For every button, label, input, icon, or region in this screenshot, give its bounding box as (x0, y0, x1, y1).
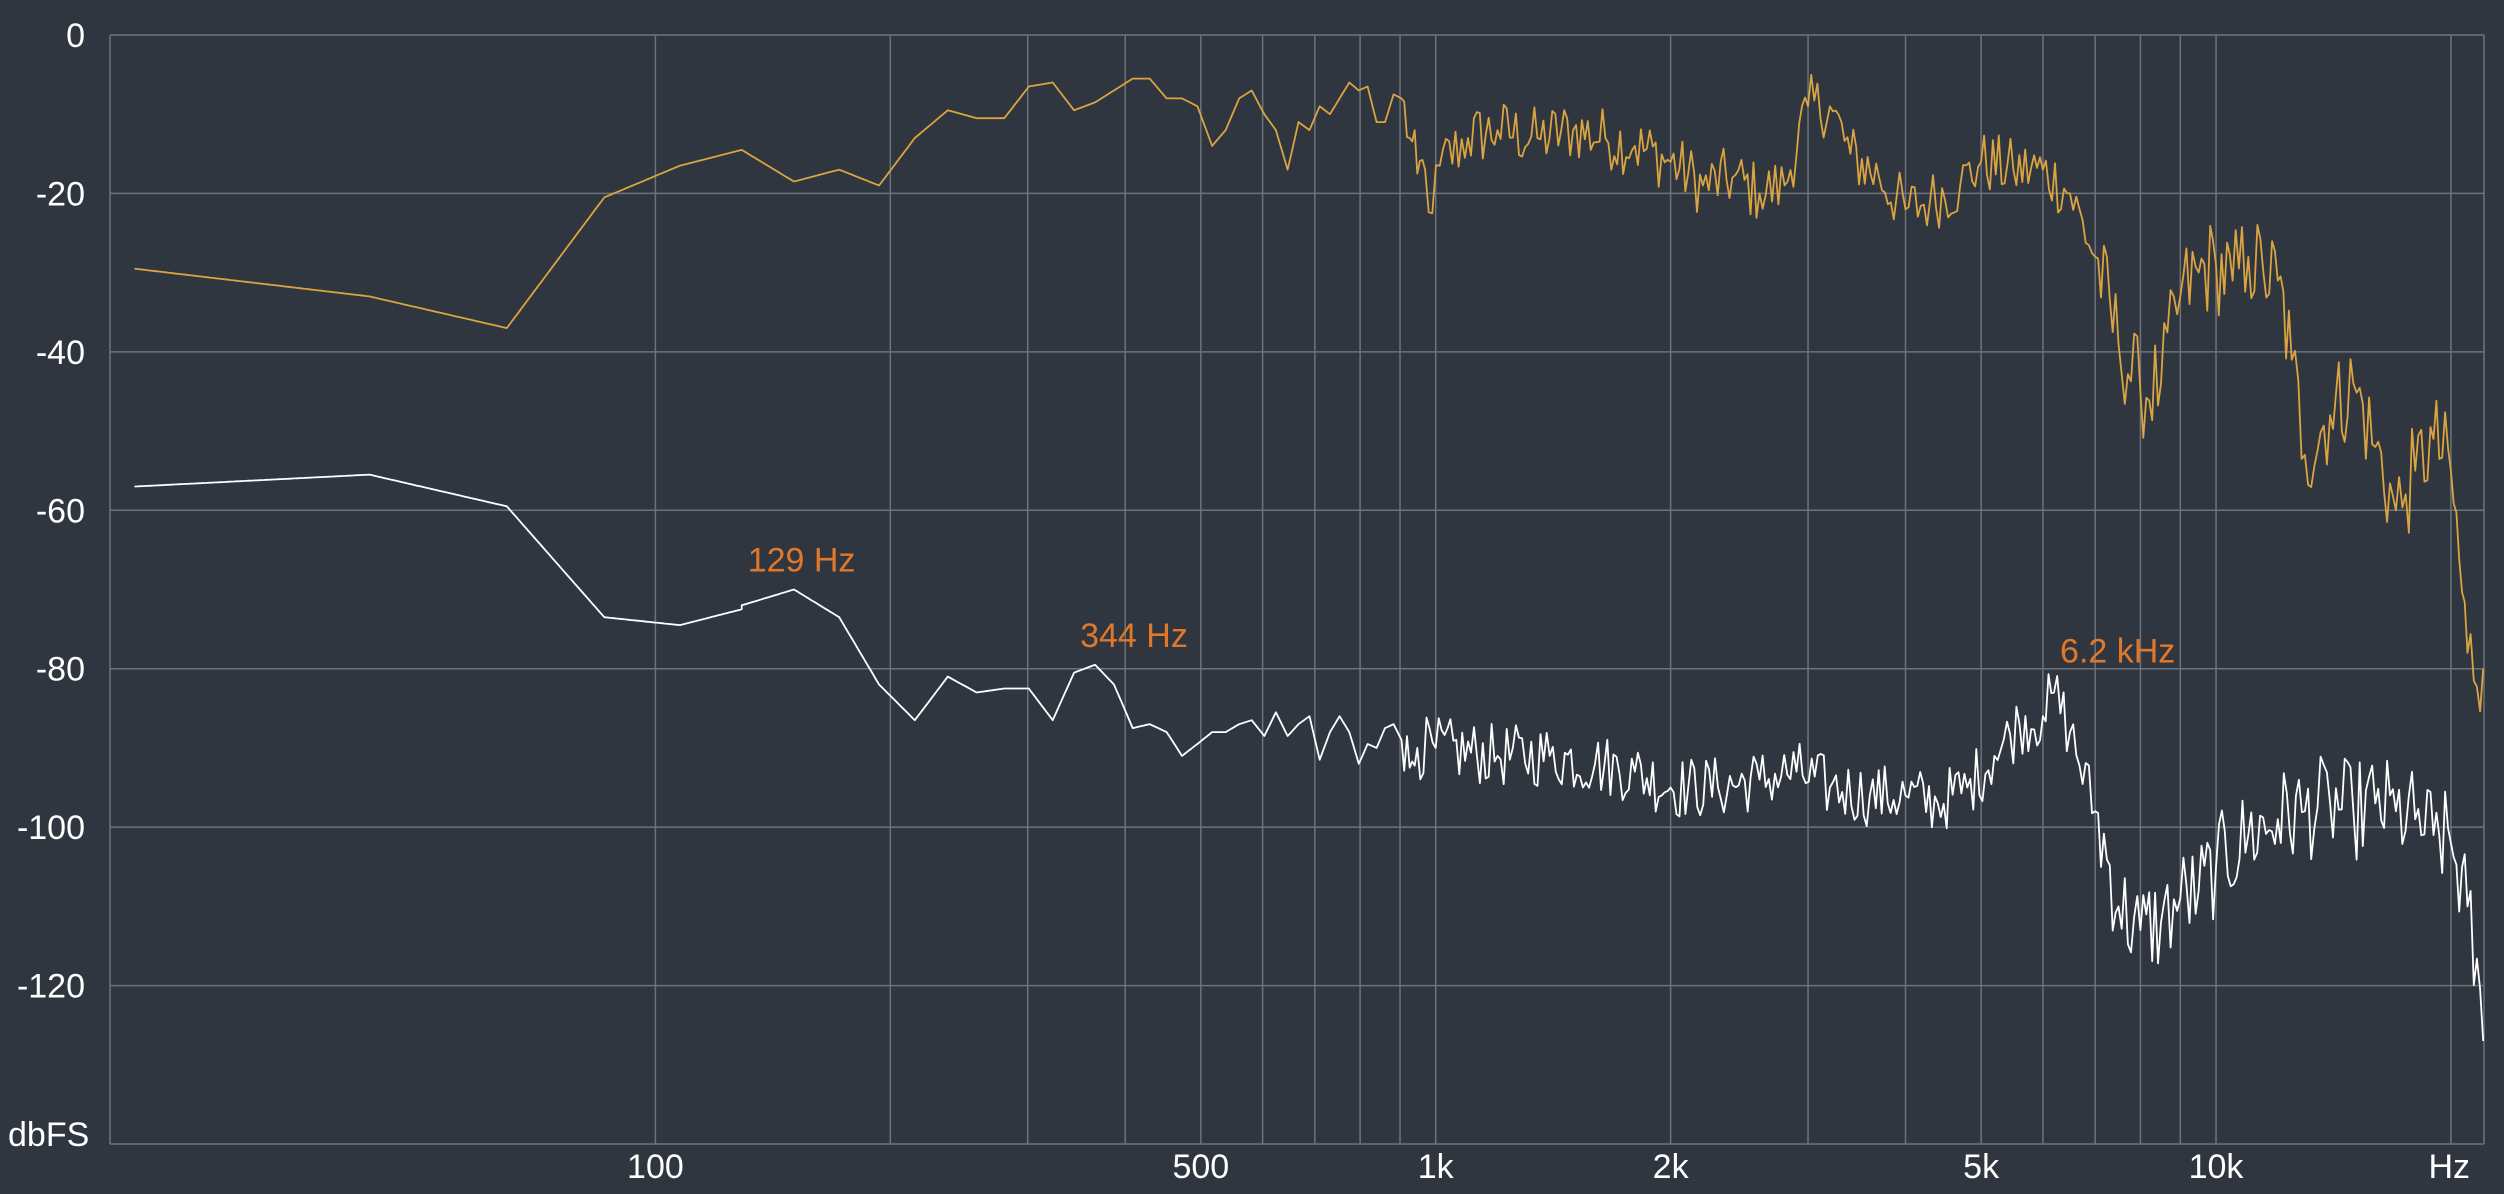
peak-label: 6.2 kHz (2060, 633, 2175, 671)
y-tick-label: 0 (66, 17, 85, 55)
series-line (134, 73, 2485, 713)
y-tick-label: -120 (17, 968, 85, 1006)
y-tick-label: -20 (36, 175, 85, 213)
peak-label: 344 Hz (1080, 617, 1188, 655)
x-tick-label: 100 (627, 1148, 684, 1186)
y-unit-label: dbFS (8, 1116, 89, 1154)
axis-labels: 0 -20 -40 -60 -80 -100 -120 100 500 1k 2k 5k 10k dbFS… (8, 17, 2470, 1186)
peak-label: 129 Hz (748, 542, 856, 580)
grid (109, 34, 2485, 1145)
y-tick-label: -40 (36, 334, 85, 372)
x-tick-label: 1k (1418, 1148, 1455, 1186)
series-line (134, 473, 2485, 1042)
series-layer (134, 73, 2485, 1042)
x-tick-label: 500 (1172, 1148, 1229, 1186)
y-tick-label: -60 (36, 492, 85, 530)
y-tick-label: -80 (36, 651, 85, 689)
x-unit-label: Hz (2428, 1148, 2470, 1186)
x-tick-label: 5k (1963, 1148, 2000, 1186)
x-tick-label: 2k (1653, 1148, 1690, 1186)
peak-annotations: 129 Hz 344 Hz 6.2 kHz (748, 542, 2176, 671)
y-tick-label: -100 (17, 809, 85, 847)
x-tick-label: 10k (2189, 1148, 2245, 1186)
